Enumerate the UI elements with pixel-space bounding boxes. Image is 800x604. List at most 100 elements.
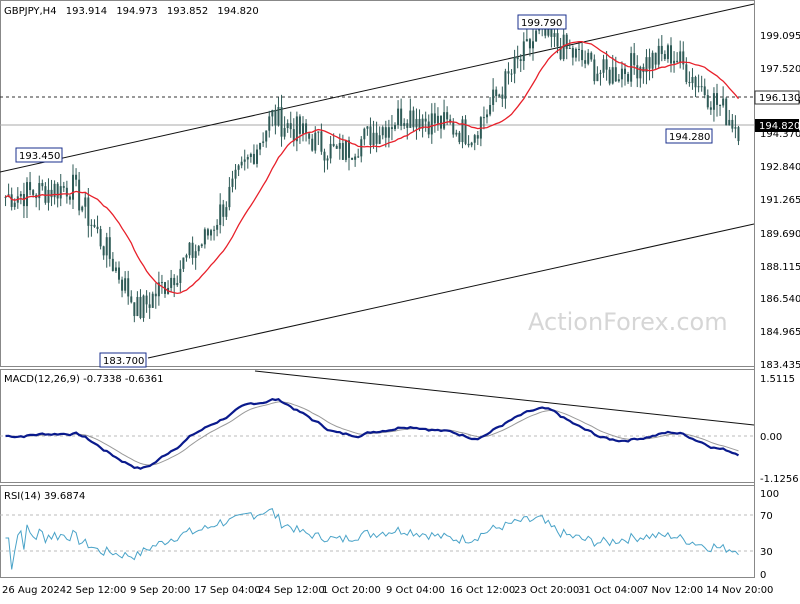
candle-body: [617, 79, 620, 82]
candle-body: [513, 57, 516, 74]
close-value: 194.820: [217, 6, 258, 17]
candle-body: [26, 182, 28, 207]
candle-body: [41, 183, 44, 187]
rsi-axis-tick: 70: [760, 511, 773, 522]
candle-body: [311, 138, 314, 151]
candle-body: [121, 279, 124, 291]
candle-body: [660, 45, 663, 55]
candle-body: [185, 255, 188, 258]
candle-body: [136, 296, 139, 317]
candle-body: [317, 131, 320, 133]
candle-body: [525, 39, 528, 42]
candle-body: [624, 68, 626, 74]
candle-body: [608, 69, 611, 84]
candle-body: [154, 293, 157, 297]
candle-body: [96, 226, 99, 230]
candle-body: [547, 24, 550, 36]
time-tick: 16 Oct 12:00: [450, 585, 515, 596]
candle-body: [642, 66, 645, 73]
candle-body: [464, 119, 467, 144]
price-tick: 186.540: [760, 294, 800, 305]
rsi-axis-tick: 100: [760, 489, 779, 500]
candle-body: [679, 51, 682, 63]
candlestick-series: [4, 14, 740, 323]
price-tick: 191.265: [760, 195, 800, 206]
candle-body: [38, 183, 41, 199]
candle-body: [449, 119, 452, 123]
candle-body: [246, 157, 249, 160]
candle-body: [360, 139, 363, 157]
candle-body: [694, 76, 697, 88]
candle-body: [369, 126, 372, 145]
time-tick: 14 Nov 20:00: [706, 585, 773, 596]
time-tick: 17 Sep 04:00: [194, 585, 261, 596]
candle-body: [280, 107, 283, 137]
candle-body: [397, 108, 400, 126]
candle-body: [633, 53, 636, 66]
candle-body: [390, 127, 393, 129]
candle-body: [133, 302, 136, 317]
candle-body: [179, 268, 182, 283]
channel-lower-line: [147, 223, 755, 359]
macd-line: [5, 397, 740, 470]
macd-pane-border: [0, 369, 755, 483]
annotation-low-label: 183.700: [103, 356, 144, 367]
candle-body: [670, 45, 672, 64]
candle-body: [157, 282, 160, 297]
macd-axis-tick: -1.1256: [760, 474, 799, 485]
candle-body: [492, 89, 495, 106]
candle-body: [225, 207, 228, 217]
candle-body: [697, 86, 700, 88]
candle-body: [400, 108, 403, 126]
candle-body: [452, 122, 455, 135]
candle-body: [666, 45, 669, 60]
candle-body: [78, 179, 81, 211]
candle-body: [716, 93, 718, 105]
candle-body: [72, 174, 74, 200]
rsi-axis-tick: 30: [760, 547, 773, 558]
candle-body: [81, 206, 84, 211]
candle-body: [191, 242, 194, 258]
candle-body: [648, 57, 651, 69]
candle-body: [56, 183, 59, 199]
candle-body: [574, 48, 577, 58]
candle-body: [522, 41, 525, 61]
price-tick: 192.840: [760, 162, 800, 173]
candle-body: [289, 123, 292, 130]
candle-body: [712, 93, 715, 110]
candle-body: [446, 112, 449, 120]
moving-average-line: [5, 40, 740, 295]
candle-body: [160, 282, 163, 284]
time-tick: 24 Sep 12:00: [258, 585, 325, 596]
time-tick: 23 Oct 20:00: [514, 585, 579, 596]
channel-upper-line: [0, 3, 755, 173]
candle-body: [654, 52, 657, 65]
candle-body: [562, 34, 565, 60]
annotation-high-label: 199.790: [521, 18, 562, 29]
candle-body: [731, 119, 734, 129]
candle-body: [29, 182, 32, 191]
candle-body: [470, 142, 473, 146]
candle-body: [354, 156, 357, 160]
candle-body: [568, 47, 571, 49]
annotation-high: 199.790: [517, 14, 567, 30]
candle-body: [412, 110, 415, 128]
candle-body: [59, 186, 62, 199]
candle-body: [424, 118, 427, 122]
candle-body: [482, 117, 485, 119]
candle-body: [274, 109, 277, 126]
candle-body: [351, 157, 354, 160]
candle-body: [151, 293, 154, 308]
price-tick: 197.520: [760, 64, 800, 75]
time-tick: 1 Oct 20:00: [322, 585, 381, 596]
candle-body: [645, 57, 648, 73]
candle-body: [170, 277, 173, 288]
candle-body: [455, 132, 458, 135]
candle-body: [292, 129, 295, 142]
candle-body: [234, 169, 237, 179]
candle-body: [252, 153, 255, 164]
candle-body: [559, 46, 562, 60]
candle-body: [314, 132, 317, 151]
